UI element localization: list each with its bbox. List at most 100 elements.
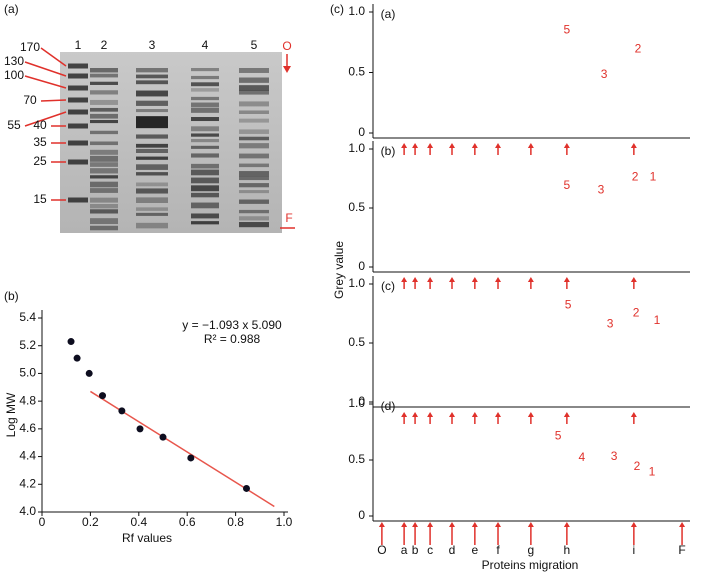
- gel-band: [239, 171, 269, 177]
- y-tick-label: 0.5: [348, 335, 365, 349]
- y-tick-label: 4.2: [19, 476, 36, 490]
- migration-label: g: [528, 543, 535, 557]
- y-axis-label: Log MW: [4, 392, 18, 437]
- subpanel-label: (d): [381, 399, 396, 413]
- migration-arrow-head: [495, 522, 502, 527]
- gel-band: [90, 119, 118, 124]
- gel-band: [191, 185, 219, 192]
- gel-band: [136, 172, 168, 176]
- peak-label: 2: [635, 42, 642, 56]
- gel-band: [191, 107, 219, 113]
- gel-band: [136, 80, 168, 85]
- migration-arrow-head: [448, 143, 455, 148]
- migration-arrow-head: [427, 412, 434, 417]
- gel-band: [239, 143, 269, 149]
- gel-band: [90, 188, 118, 193]
- panel-label: (a): [4, 2, 19, 16]
- gel-band: [239, 199, 269, 204]
- gel-band: [239, 129, 269, 134]
- gel-band: [191, 82, 219, 87]
- origin-arrow-head: [283, 66, 291, 73]
- migration-arrow-head: [412, 143, 419, 148]
- gel-band: [90, 203, 118, 209]
- gel-band: [136, 109, 168, 113]
- gel-band: [239, 153, 269, 159]
- marker-line: [40, 47, 67, 67]
- migration-label: O: [377, 543, 386, 557]
- migration-arrow-head: [448, 522, 455, 527]
- gel-band: [191, 153, 219, 158]
- migration-label: F: [678, 543, 685, 557]
- y-tick-label: 4.8: [19, 393, 36, 407]
- migration-arrow-head: [495, 412, 502, 417]
- gel-band: [191, 117, 219, 122]
- migration-arrow-head: [427, 143, 434, 148]
- gel-band: [90, 90, 118, 95]
- gel-band: [90, 168, 118, 174]
- migration-arrow-head: [412, 522, 419, 527]
- gel-band: [68, 73, 88, 79]
- gel-band: [191, 213, 219, 219]
- peak-label: 1: [650, 169, 657, 183]
- x-tick-label: 0.8: [227, 515, 244, 529]
- x-tick-label: 0.6: [179, 515, 196, 529]
- peak-label: 5: [565, 297, 572, 311]
- gel-band: [136, 156, 168, 160]
- data-point: [85, 369, 93, 377]
- gel-band: [90, 218, 118, 225]
- migration-arrow-head: [471, 143, 478, 148]
- gel-band: [136, 116, 168, 129]
- gel-band: [239, 163, 269, 168]
- migration-arrow-head: [448, 277, 455, 282]
- marker-label: 70: [23, 93, 37, 107]
- marker-label: 100: [4, 68, 24, 82]
- gel-band: [191, 163, 219, 169]
- lane-label: 5: [251, 38, 258, 52]
- gel-band: [136, 207, 168, 211]
- subpanel-label: (a): [381, 7, 396, 21]
- migration-arrow-head: [630, 522, 637, 527]
- gel-band: [191, 126, 219, 132]
- migration-arrow-head: [471, 412, 478, 417]
- migration-label: a: [401, 543, 408, 557]
- peak-label: 2: [633, 306, 640, 320]
- peak-label: 2: [632, 169, 639, 183]
- migration-arrow-head: [527, 277, 534, 282]
- marker-label: 130: [4, 54, 24, 68]
- gel-band: [239, 183, 269, 188]
- peak-label: 3: [611, 449, 618, 463]
- migration-arrow-head: [471, 522, 478, 527]
- gel-band: [239, 101, 269, 107]
- gel-band: [90, 209, 118, 214]
- gel-band: [191, 169, 219, 176]
- marker-line: [24, 111, 67, 127]
- gel-band: [239, 85, 269, 91]
- migration-arrow-head: [527, 143, 534, 148]
- gel-band: [90, 130, 118, 135]
- lane-label: 3: [149, 38, 156, 52]
- gel-band: [136, 212, 168, 216]
- gel-band: [136, 222, 168, 229]
- gel-band: [191, 102, 219, 107]
- gel-band: [90, 181, 118, 188]
- gel-band: [191, 138, 219, 143]
- y-tick-label: 0.5: [348, 452, 365, 466]
- peak-label: 5: [555, 429, 562, 443]
- data-point: [242, 484, 250, 492]
- y-tick-label: 0: [358, 125, 365, 139]
- x-tick-label: 0.4: [130, 515, 147, 529]
- migration-arrow-head: [679, 522, 686, 527]
- lane-label: 2: [101, 38, 108, 52]
- gel-band: [136, 197, 168, 203]
- gel-band: [191, 177, 219, 184]
- gel-band: [191, 68, 219, 72]
- gel-band: [239, 68, 269, 73]
- peak-label: 3: [607, 316, 614, 330]
- y-tick-label: 0.5: [348, 65, 365, 79]
- gel-band: [191, 202, 219, 209]
- marker-label: 15: [33, 192, 47, 206]
- migration-label: h: [564, 543, 571, 557]
- gel-band: [239, 77, 269, 83]
- gel-band: [68, 159, 88, 165]
